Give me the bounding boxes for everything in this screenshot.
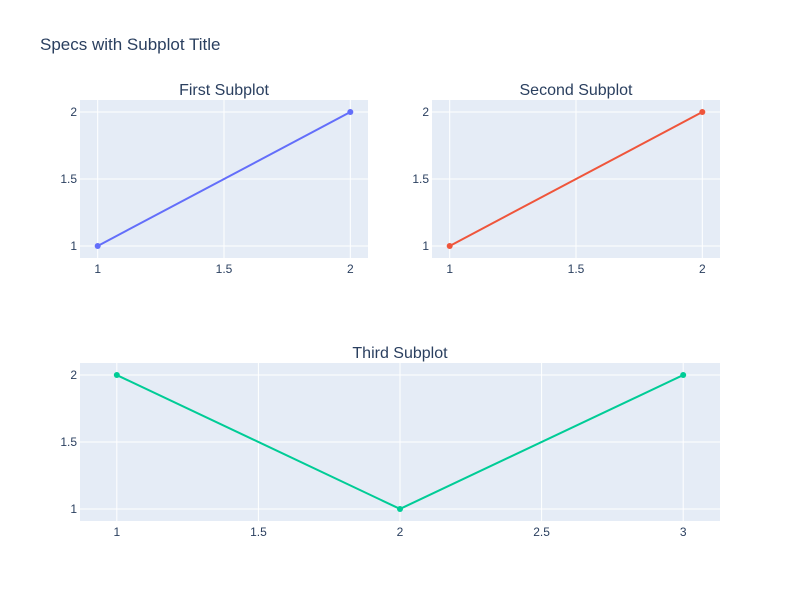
y-tick-label: 1 <box>70 502 77 516</box>
y-tick-label: 2 <box>70 368 77 382</box>
y-tick-label: 1 <box>422 239 429 253</box>
x-tick-label: 2.5 <box>533 525 550 539</box>
y-tick-label: 2 <box>70 105 77 119</box>
data-point <box>397 505 403 512</box>
x-tick-label: 1 <box>446 262 453 276</box>
subplot-title: Third Subplot <box>352 345 448 362</box>
x-tick-label: 1.5 <box>250 525 267 539</box>
series-line <box>97 111 351 247</box>
x-tick-label: 2 <box>699 262 706 276</box>
x-tick-label: 1 <box>94 262 101 276</box>
y-tick-label: 1.5 <box>60 172 77 186</box>
subplots: 1 1.5 2 1 1.5 2 First Subplot 1 1.5 2 1 1.5 2 Second … <box>60 82 720 539</box>
data-point <box>699 109 706 116</box>
figure-title: Specs with Subplot Title <box>40 35 220 54</box>
y-tick-label: 2 <box>422 105 429 119</box>
data-point <box>446 242 453 249</box>
series-line <box>449 111 703 247</box>
y-tick-label: 1.5 <box>412 172 429 186</box>
x-tick-label: 2 <box>397 525 404 539</box>
data-point <box>680 372 687 379</box>
x-tick-label: 1.5 <box>568 262 585 276</box>
data-point <box>113 372 120 379</box>
x-tick-label: 1 <box>113 525 120 539</box>
subplot-2: 1 1.5 2 1 1.5 2 Second Subplot <box>412 82 720 276</box>
x-tick-label: 1.5 <box>216 262 233 276</box>
data-point <box>347 109 354 116</box>
subplot-1: 1 1.5 2 1 1.5 2 First Subplot <box>60 82 368 276</box>
x-tick-label: 3 <box>680 525 687 539</box>
subplot-title: Second Subplot <box>520 82 634 99</box>
subplot-3: 1 1.5 2 2.5 3 1 1.5 2 Third Subplot <box>60 345 720 539</box>
data-point <box>94 242 101 249</box>
y-tick-label: 1 <box>70 239 77 253</box>
subplot-title: First Subplot <box>179 82 269 99</box>
x-tick-label: 2 <box>347 262 354 276</box>
y-tick-label: 1.5 <box>60 435 77 449</box>
